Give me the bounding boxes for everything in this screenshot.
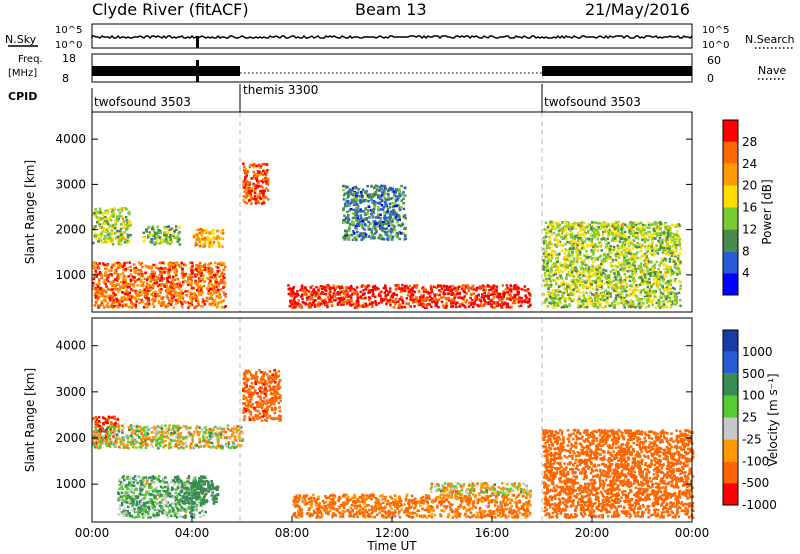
x-tick-label: 08:00 bbox=[275, 526, 310, 540]
power-feature-7 bbox=[542, 220, 682, 309]
x-tick-label: 16:00 bbox=[475, 526, 510, 540]
cpid-panel: CPID twofsound 3503 themis 3300 twofsoun… bbox=[8, 83, 641, 112]
velocity-colorbar-swatch bbox=[723, 417, 738, 440]
freq-tick-bottom: 8 bbox=[62, 72, 69, 85]
velocity-feature-6 bbox=[429, 481, 532, 496]
velocity-heatmap bbox=[92, 368, 695, 519]
velocity-feature-3 bbox=[179, 479, 220, 506]
power-colorbar-tick: 4 bbox=[742, 266, 750, 280]
nave-label: Nave bbox=[758, 64, 786, 77]
nsearch-tick-top: 10^5 bbox=[702, 25, 729, 36]
velocity-colorbar-swatch bbox=[723, 439, 738, 462]
power-colorbar-swatch bbox=[723, 273, 738, 295]
power-feature-4 bbox=[242, 162, 270, 205]
power-y-tick-label: 4000 bbox=[55, 132, 86, 146]
power-feature-6 bbox=[342, 184, 407, 242]
freq-panel: Freq. [MHz] 18 8 60 0 Nave bbox=[8, 52, 786, 85]
velocity-feature-5 bbox=[292, 493, 532, 519]
freq-label: Freq. bbox=[18, 54, 43, 65]
velocity-colorbar-tick: 500 bbox=[742, 367, 765, 381]
freq-unit-label: [MHz] bbox=[8, 68, 37, 79]
power-feature-2 bbox=[142, 225, 182, 246]
power-colorbar-swatch bbox=[723, 229, 738, 252]
beam-title: Beam 13 bbox=[355, 0, 427, 19]
power-colorbar-tick: 12 bbox=[742, 222, 757, 236]
velocity-colorbar-swatch bbox=[723, 373, 738, 396]
x-tick-label: 04:00 bbox=[175, 526, 210, 540]
power-feature-3 bbox=[192, 227, 225, 248]
power-y-tick-label: 1000 bbox=[55, 268, 86, 282]
cpid-mode-1: twofsound 3503 bbox=[94, 95, 191, 109]
velocity-colorbar-swatch bbox=[723, 330, 738, 352]
power-colorbar-swatch bbox=[723, 185, 738, 208]
velocity-panel: 1000 2000 3000 4000 00:00 04:00 08:00 12:00 16:… bbox=[23, 317, 780, 553]
velocity-y-tick-label: 3000 bbox=[55, 385, 86, 399]
velocity-colorbar-tick: -500 bbox=[742, 476, 769, 490]
velocity-colorbar-swatch bbox=[723, 395, 738, 418]
nsearch-label: N.Search bbox=[745, 33, 795, 46]
nave-tick-top: 60 bbox=[707, 54, 721, 67]
velocity-colorbar: 1000 500 100 25 -25 -100 -500 -1000 bbox=[722, 329, 777, 512]
date-title: 21/May/2016 bbox=[585, 0, 690, 19]
x-axis-label: Time UT bbox=[366, 539, 417, 553]
power-colorbar-swatch bbox=[723, 141, 738, 164]
freq-band-early bbox=[92, 66, 240, 76]
power-colorbar-swatch bbox=[723, 251, 738, 274]
power-y-tick-label: 2000 bbox=[55, 223, 86, 237]
x-tick-label: 20:00 bbox=[575, 526, 610, 540]
velocity-feature-2 bbox=[117, 474, 207, 519]
power-colorbar: 4 8 12 16 20 24 28 bbox=[722, 119, 757, 296]
cpid-mode-2: themis 3300 bbox=[243, 83, 318, 97]
velocity-colorbar-swatch bbox=[723, 483, 738, 505]
velocity-colorbar-tick: 100 bbox=[742, 389, 765, 403]
power-colorbar-swatch bbox=[723, 120, 738, 142]
velocity-y-axis-label: Slant Range [km] bbox=[23, 368, 37, 472]
power-heatmap bbox=[92, 162, 682, 309]
velocity-colorbar-tick: 25 bbox=[742, 411, 757, 425]
nave-tick-bottom: 0 bbox=[707, 72, 714, 85]
freq-band-late bbox=[542, 66, 692, 76]
power-colorbar-swatch bbox=[723, 207, 738, 230]
velocity-colorbar-tick: -100 bbox=[742, 454, 769, 468]
cpid-label: CPID bbox=[8, 90, 37, 103]
velocity-feature-1 bbox=[92, 424, 245, 450]
power-colorbar-label: Power [dB] bbox=[760, 179, 774, 244]
nsky-tick-bottom: 10^0 bbox=[55, 40, 82, 51]
nsearch-tick-bottom: 10^0 bbox=[702, 40, 729, 51]
power-colorbar-swatch bbox=[723, 163, 738, 186]
nsky-tick-top: 10^5 bbox=[55, 25, 82, 36]
x-tick-label: 12:00 bbox=[375, 526, 410, 540]
velocity-colorbar-swatch bbox=[723, 461, 738, 484]
power-panel: 1000 2000 3000 4000 Slant Range [km] 4 8 12 16… bbox=[23, 111, 774, 313]
velocity-colorbar-tick: -25 bbox=[742, 432, 762, 446]
velocity-colorbar-tick: 1000 bbox=[742, 345, 773, 359]
power-colorbar-tick: 28 bbox=[742, 135, 757, 149]
power-feature-5 bbox=[287, 283, 532, 309]
velocity-colorbar-swatch bbox=[723, 351, 738, 374]
velocity-colorbar-tick: -1000 bbox=[742, 498, 777, 512]
power-colorbar-tick: 20 bbox=[742, 179, 757, 193]
power-feature-1 bbox=[92, 207, 132, 246]
velocity-colorbar-label: Velocity [m s⁻¹] bbox=[766, 373, 780, 466]
power-y-tick-label: 3000 bbox=[55, 177, 86, 191]
x-tick-label: 00:00 bbox=[75, 526, 110, 540]
velocity-feature-7 bbox=[542, 428, 695, 519]
power-colorbar-tick: 24 bbox=[742, 157, 757, 171]
power-y-axis-label: Slant Range [km] bbox=[23, 160, 37, 264]
nsky-panel: N.Sky 10^5 10^0 10^5 10^0 N.Search bbox=[5, 23, 795, 51]
velocity-y-tick-label: 4000 bbox=[55, 339, 86, 353]
freq-tick-top: 18 bbox=[62, 52, 76, 65]
cpid-mode-3: twofsound 3503 bbox=[544, 95, 641, 109]
power-colorbar-tick: 8 bbox=[742, 244, 750, 258]
station-title: Clyde River (fitACF) bbox=[92, 0, 249, 19]
velocity-y-tick-label: 1000 bbox=[55, 477, 86, 491]
power-feature-0 bbox=[92, 261, 227, 309]
velocity-y-tick-label: 2000 bbox=[55, 431, 86, 445]
x-tick-label: 00:00 bbox=[675, 526, 710, 540]
nsky-label: N.Sky bbox=[5, 33, 37, 46]
velocity-feature-4 bbox=[242, 368, 282, 422]
power-colorbar-tick: 16 bbox=[742, 201, 757, 215]
